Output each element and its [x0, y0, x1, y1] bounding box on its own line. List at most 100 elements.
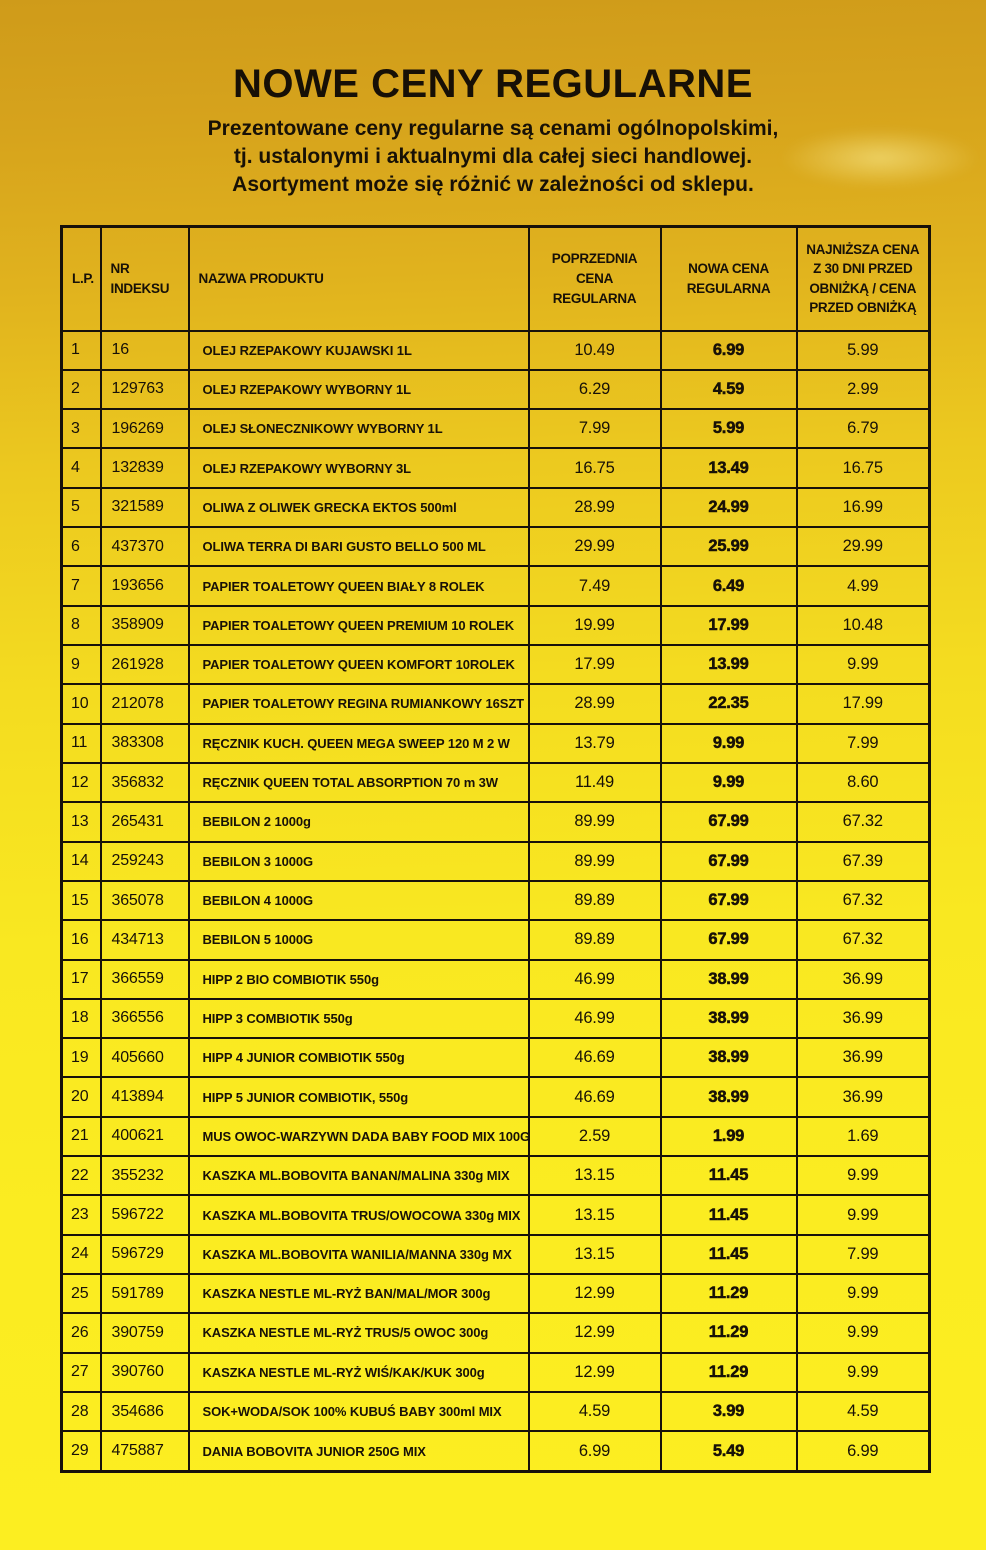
table-row: 28 354686 SOK+WODA/SOK 100% KUBUŚ BABY 3… — [60, 1390, 931, 1433]
cell-lowest-price: 36.99 — [795, 997, 931, 1040]
cell-product-name: OLIWA TERRA DI BARI GUSTO BELLO 500 ML — [187, 526, 530, 568]
cell-lp: 22 — [60, 1155, 102, 1197]
cell-lp: 5 — [60, 486, 102, 529]
cell-new-price: 9.99 — [659, 761, 798, 804]
cell-old-price: 7.99 — [527, 408, 662, 450]
cell-index-number: 383308 — [99, 722, 190, 764]
cell-new-price: 5.49 — [659, 1430, 798, 1473]
cell-product-name: KASZKA NESTLE ML-RYŻ BAN/MAL/MOR 300g — [187, 1272, 530, 1315]
page-subtitle: Prezentowane ceny regularne są cenami og… — [0, 115, 986, 199]
cell-old-price: 11.49 — [527, 761, 662, 804]
cell-lp: 13 — [60, 801, 102, 843]
cell-old-price: 28.99 — [527, 486, 662, 529]
cell-old-price: 89.99 — [527, 840, 662, 882]
cell-old-price: 29.99 — [527, 526, 662, 568]
cell-old-price: 19.99 — [527, 604, 662, 647]
cell-lowest-price: 9.99 — [795, 1312, 931, 1354]
cell-lp: 4 — [60, 447, 102, 489]
table-row: 9 261928 PAPIER TOALETOWY QUEEN KOMFORT … — [60, 643, 931, 686]
cell-lp: 27 — [60, 1351, 102, 1393]
cell-new-price: 67.99 — [659, 919, 798, 961]
cell-product-name: BEBILON 5 1000G — [187, 919, 530, 961]
cell-old-price: 4.59 — [527, 1390, 662, 1433]
cell-lp: 18 — [60, 997, 102, 1040]
subtitle-line: tj. ustalonymi i aktualnymi dla całej si… — [233, 145, 753, 168]
table-row: 24 596729 KASZKA ML.BOBOVITA WANILIA/MAN… — [60, 1233, 931, 1276]
cell-lp: 20 — [60, 1076, 102, 1118]
cell-lp: 21 — [60, 1115, 102, 1158]
cell-old-price: 12.99 — [527, 1272, 662, 1315]
table-body: 1 16 OLEJ RZEPAKOWY KUJAWSKI 1L 10.49 6.… — [60, 329, 931, 1473]
cell-index-number: 261928 — [99, 643, 190, 686]
cell-product-name: HIPP 5 JUNIOR COMBIOTIK, 550g — [187, 1076, 530, 1118]
cell-lowest-price: 17.99 — [795, 683, 931, 725]
cell-index-number: 265431 — [99, 801, 190, 843]
cell-lowest-price: 36.99 — [795, 958, 931, 1000]
col-header-lp: L.P. — [60, 225, 102, 332]
cell-product-name: PAPIER TOALETOWY REGINA RUMIANKOWY 16SZT — [187, 683, 530, 725]
cell-product-name: HIPP 2 BIO COMBIOTIK 550g — [187, 958, 530, 1000]
cell-lowest-price: 4.59 — [795, 1390, 931, 1433]
cell-index-number: 358909 — [99, 604, 190, 647]
cell-lp: 10 — [60, 683, 102, 725]
cell-lp: 6 — [60, 526, 102, 568]
cell-new-price: 4.59 — [659, 368, 798, 411]
cell-old-price: 13.15 — [527, 1194, 662, 1236]
cell-lowest-price: 9.99 — [795, 1351, 931, 1393]
cell-lowest-price: 7.99 — [795, 1233, 931, 1276]
cell-index-number: 434713 — [99, 919, 190, 961]
cell-lp: 17 — [60, 958, 102, 1000]
cell-lowest-price: 2.99 — [795, 368, 931, 411]
price-table: L.P. NR INDEKSU NAZWA PRODUKTU POPRZEDNI… — [60, 225, 931, 1473]
cell-new-price: 11.29 — [659, 1312, 798, 1354]
cell-new-price: 38.99 — [659, 958, 798, 1000]
cell-old-price: 46.69 — [527, 1076, 662, 1118]
table-row: 6 437370 OLIWA TERRA DI BARI GUSTO BELLO… — [60, 526, 931, 568]
cell-old-price: 89.89 — [527, 879, 662, 922]
cell-old-price: 46.99 — [527, 958, 662, 1000]
table-row: 17 366559 HIPP 2 BIO COMBIOTIK 550g 46.9… — [60, 958, 931, 1000]
cell-new-price: 24.99 — [659, 486, 798, 529]
cell-lowest-price: 8.60 — [795, 761, 931, 804]
cell-lp: 19 — [60, 1037, 102, 1079]
cell-old-price: 46.99 — [527, 997, 662, 1040]
table-row: 2 129763 OLEJ RZEPAKOWY WYBORNY 1L 6.29 … — [60, 368, 931, 411]
cell-old-price: 17.99 — [527, 643, 662, 686]
cell-lp: 28 — [60, 1390, 102, 1433]
cell-index-number: 591789 — [99, 1272, 190, 1315]
cell-index-number: 596722 — [99, 1194, 190, 1236]
cell-new-price: 38.99 — [659, 1076, 798, 1118]
cell-product-name: KASZKA ML.BOBOVITA BANAN/MALINA 330g MIX — [187, 1155, 530, 1197]
col-header-lowest-price: NAJNIŻSZA CENA Z 30 DNI PRZED OBNIŻKĄ / … — [795, 225, 931, 332]
col-header-old-price: POPRZEDNIA CENA REGULARNA — [527, 225, 662, 332]
cell-lp: 7 — [60, 565, 102, 607]
cell-product-name: MUS OWOC-WARZYWN DADA BABY FOOD MIX 100G — [187, 1115, 530, 1158]
cell-lp: 23 — [60, 1194, 102, 1236]
cell-new-price: 1.99 — [659, 1115, 798, 1158]
table-row: 10 212078 PAPIER TOALETOWY REGINA RUMIAN… — [60, 683, 931, 725]
cell-new-price: 11.29 — [659, 1272, 798, 1315]
table-row: 22 355232 KASZKA ML.BOBOVITA BANAN/MALIN… — [60, 1155, 931, 1197]
table-row: 8 358909 PAPIER TOALETOWY QUEEN PREMIUM … — [60, 604, 931, 647]
cell-new-price: 9.99 — [659, 722, 798, 764]
cell-product-name: BEBILON 4 1000G — [187, 879, 530, 922]
table-row: 20 413894 HIPP 5 JUNIOR COMBIOTIK, 550g … — [60, 1076, 931, 1118]
cell-lp: 29 — [60, 1430, 102, 1473]
cell-lowest-price: 67.32 — [795, 919, 931, 961]
cell-lowest-price: 36.99 — [795, 1076, 931, 1118]
table-row: 21 400621 MUS OWOC-WARZYWN DADA BABY FOO… — [60, 1115, 931, 1158]
cell-new-price: 67.99 — [659, 879, 798, 922]
cell-old-price: 28.99 — [527, 683, 662, 725]
cell-lowest-price: 7.99 — [795, 722, 931, 764]
cell-lowest-price: 9.99 — [795, 1272, 931, 1315]
cell-product-name: DANIA BOBOVITA JUNIOR 250G MIX — [187, 1430, 530, 1473]
cell-index-number: 366556 — [99, 997, 190, 1040]
cell-new-price: 13.99 — [659, 643, 798, 686]
cell-product-name: OLIWA Z OLIWEK GRECKA EKTOS 500ml — [187, 486, 530, 529]
cell-index-number: 196269 — [99, 408, 190, 450]
cell-new-price: 11.45 — [659, 1155, 798, 1197]
cell-lowest-price: 16.99 — [795, 486, 931, 529]
cell-new-price: 38.99 — [659, 997, 798, 1040]
cell-old-price: 7.49 — [527, 565, 662, 607]
table-row: 16 434713 BEBILON 5 1000G 89.89 67.99 67… — [60, 919, 931, 961]
